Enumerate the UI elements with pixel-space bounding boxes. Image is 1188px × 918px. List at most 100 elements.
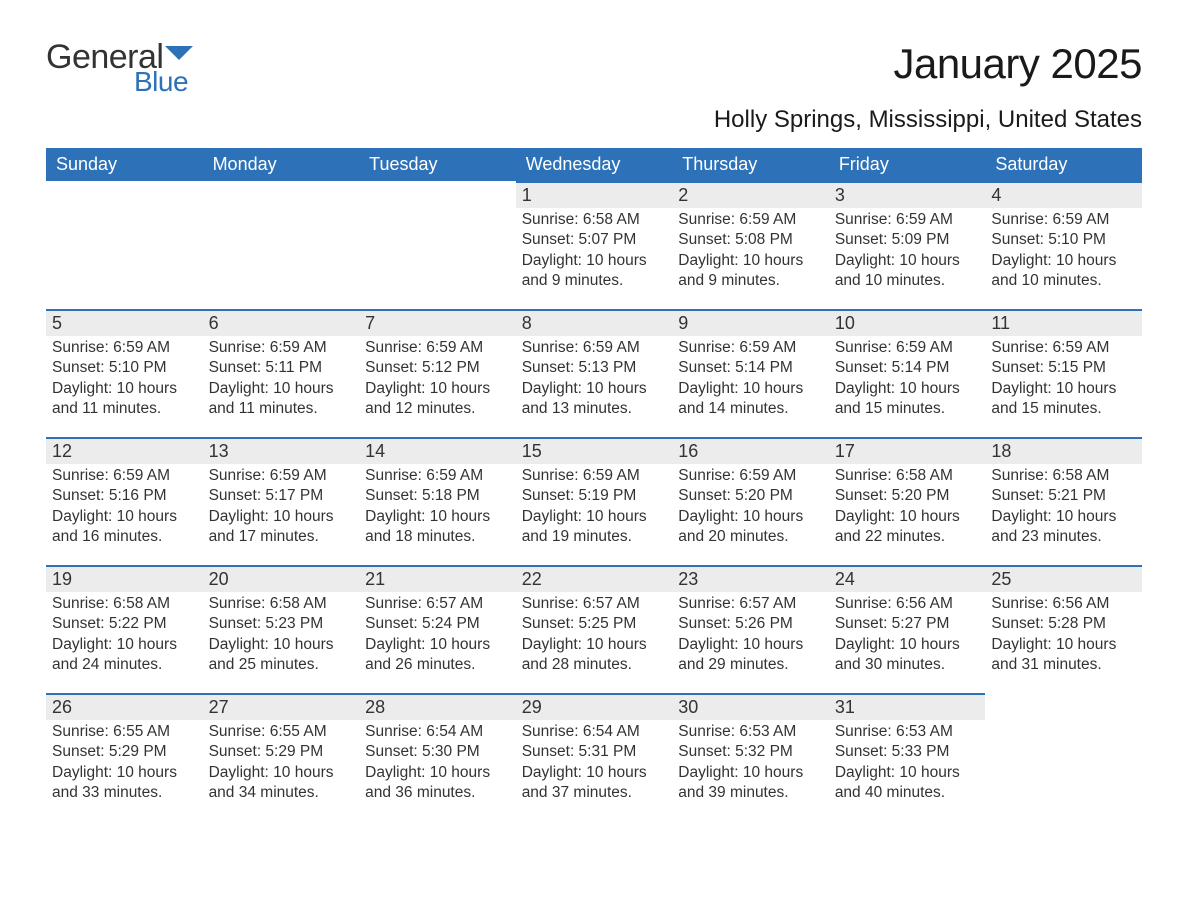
daylight-line: Daylight: 10 hours and 11 minutes.	[209, 379, 354, 420]
daylight-line: Daylight: 10 hours and 31 minutes.	[991, 635, 1136, 676]
sunrise-line-label: Sunrise:	[52, 467, 109, 484]
daylight-line: Daylight: 10 hours and 24 minutes.	[52, 635, 197, 676]
sunrise-line: Sunrise: 6:59 AM	[678, 338, 823, 358]
sunset-line-label: Sunset:	[52, 615, 105, 632]
sunset-line-label: Sunset:	[522, 615, 575, 632]
calendar-day-cell: 10Sunrise: 6:59 AMSunset: 5:14 PMDayligh…	[829, 309, 986, 437]
daylight-line-label: Daylight:	[835, 380, 895, 397]
sunrise-line-label: Sunrise:	[835, 467, 892, 484]
sunrise-line-value: 6:53 AM	[735, 723, 796, 740]
daylight-line: Daylight: 10 hours and 16 minutes.	[52, 507, 197, 548]
sunset-line: Sunset: 5:28 PM	[991, 614, 1136, 634]
sunset-line: Sunset: 5:29 PM	[209, 742, 354, 762]
day-number: 19	[46, 565, 203, 592]
sunset-line: Sunset: 5:31 PM	[522, 742, 667, 762]
calendar-day-cell: 17Sunrise: 6:58 AMSunset: 5:20 PMDayligh…	[829, 437, 986, 565]
daylight-line-label: Daylight:	[835, 636, 895, 653]
sunrise-line-label: Sunrise:	[365, 595, 422, 612]
daylight-line: Daylight: 10 hours and 10 minutes.	[835, 251, 980, 292]
sunset-line-label: Sunset:	[522, 359, 575, 376]
day-number	[359, 181, 516, 208]
sunrise-line-label: Sunrise:	[365, 723, 422, 740]
sunset-line-label: Sunset:	[991, 231, 1044, 248]
sunset-line-value: 5:29 PM	[105, 743, 167, 760]
sunrise-line-label: Sunrise:	[522, 723, 579, 740]
sunrise-line: Sunrise: 6:57 AM	[365, 594, 510, 614]
sunrise-line-value: 6:55 AM	[265, 723, 326, 740]
day-number: 14	[359, 437, 516, 464]
calendar-day-cell: 21Sunrise: 6:57 AMSunset: 5:24 PMDayligh…	[359, 565, 516, 693]
daylight-line-label: Daylight:	[365, 764, 425, 781]
sunrise-line: Sunrise: 6:55 AM	[209, 722, 354, 742]
day-details: Sunrise: 6:59 AMSunset: 5:16 PMDaylight:…	[46, 464, 203, 552]
sunrise-line-label: Sunrise:	[522, 339, 579, 356]
sunset-line-value: 5:33 PM	[887, 743, 949, 760]
sunset-line: Sunset: 5:09 PM	[835, 230, 980, 250]
daylight-line: Daylight: 10 hours and 26 minutes.	[365, 635, 510, 676]
sunset-line: Sunset: 5:27 PM	[835, 614, 980, 634]
day-details: Sunrise: 6:59 AMSunset: 5:09 PMDaylight:…	[829, 208, 986, 296]
location-subtitle: Holly Springs, Mississippi, United State…	[46, 106, 1142, 134]
sunrise-line-label: Sunrise:	[678, 211, 735, 228]
sunrise-line: Sunrise: 6:59 AM	[991, 338, 1136, 358]
sunset-line-label: Sunset:	[835, 359, 888, 376]
calendar-day-cell: 7Sunrise: 6:59 AMSunset: 5:12 PMDaylight…	[359, 309, 516, 437]
calendar-day-cell: 6Sunrise: 6:59 AMSunset: 5:11 PMDaylight…	[203, 309, 360, 437]
page-header: General Blue January 2025	[46, 40, 1142, 96]
sunset-line-value: 5:13 PM	[574, 359, 636, 376]
sunset-line-value: 5:15 PM	[1044, 359, 1106, 376]
sunset-line: Sunset: 5:24 PM	[365, 614, 510, 634]
sunrise-line: Sunrise: 6:59 AM	[678, 210, 823, 230]
day-details: Sunrise: 6:55 AMSunset: 5:29 PMDaylight:…	[203, 720, 360, 808]
day-number: 2	[672, 181, 829, 208]
calendar-week-row: 19Sunrise: 6:58 AMSunset: 5:22 PMDayligh…	[46, 565, 1142, 693]
sunset-line-value: 5:18 PM	[418, 487, 480, 504]
weekday-header: Monday	[203, 148, 360, 181]
daylight-line: Daylight: 10 hours and 33 minutes.	[52, 763, 197, 804]
day-details: Sunrise: 6:59 AMSunset: 5:14 PMDaylight:…	[829, 336, 986, 424]
sunrise-line-label: Sunrise:	[522, 467, 579, 484]
day-number: 16	[672, 437, 829, 464]
day-details: Sunrise: 6:59 AMSunset: 5:15 PMDaylight:…	[985, 336, 1142, 424]
calendar-day-cell: 29Sunrise: 6:54 AMSunset: 5:31 PMDayligh…	[516, 693, 673, 821]
sunrise-line-label: Sunrise:	[991, 467, 1048, 484]
sunset-line-label: Sunset:	[209, 487, 262, 504]
sunrise-line-label: Sunrise:	[522, 595, 579, 612]
calendar-day-cell: 15Sunrise: 6:59 AMSunset: 5:19 PMDayligh…	[516, 437, 673, 565]
daylight-line: Daylight: 10 hours and 10 minutes.	[991, 251, 1136, 292]
daylight-line: Daylight: 10 hours and 23 minutes.	[991, 507, 1136, 548]
daylight-line-label: Daylight:	[991, 636, 1051, 653]
daylight-line-label: Daylight:	[678, 508, 738, 525]
day-details: Sunrise: 6:59 AMSunset: 5:08 PMDaylight:…	[672, 208, 829, 296]
sunrise-line-label: Sunrise:	[52, 339, 109, 356]
weekday-header: Friday	[829, 148, 986, 181]
day-number: 15	[516, 437, 673, 464]
sunset-line-label: Sunset:	[365, 615, 418, 632]
day-details: Sunrise: 6:59 AMSunset: 5:18 PMDaylight:…	[359, 464, 516, 552]
sunrise-line-label: Sunrise:	[365, 339, 422, 356]
sunrise-line-value: 6:59 AM	[109, 467, 170, 484]
sunset-line: Sunset: 5:15 PM	[991, 358, 1136, 378]
daylight-line: Daylight: 10 hours and 17 minutes.	[209, 507, 354, 548]
day-number: 18	[985, 437, 1142, 464]
calendar-body: 1Sunrise: 6:58 AMSunset: 5:07 PMDaylight…	[46, 181, 1142, 821]
calendar-week-row: 12Sunrise: 6:59 AMSunset: 5:16 PMDayligh…	[46, 437, 1142, 565]
sunset-line-label: Sunset:	[52, 487, 105, 504]
day-details: Sunrise: 6:57 AMSunset: 5:24 PMDaylight:…	[359, 592, 516, 680]
sunset-line-label: Sunset:	[52, 743, 105, 760]
daylight-line-label: Daylight:	[522, 636, 582, 653]
sunrise-line-label: Sunrise:	[209, 339, 266, 356]
calendar-day-cell: 19Sunrise: 6:58 AMSunset: 5:22 PMDayligh…	[46, 565, 203, 693]
sunrise-line: Sunrise: 6:59 AM	[835, 338, 980, 358]
sunset-line-value: 5:29 PM	[261, 743, 323, 760]
sunrise-line: Sunrise: 6:59 AM	[52, 338, 197, 358]
sunset-line-value: 5:07 PM	[574, 231, 636, 248]
sunset-line-value: 5:19 PM	[574, 487, 636, 504]
sunrise-line: Sunrise: 6:59 AM	[522, 338, 667, 358]
calendar-empty-cell	[359, 181, 516, 309]
daylight-line-label: Daylight:	[678, 252, 738, 269]
calendar-day-cell: 4Sunrise: 6:59 AMSunset: 5:10 PMDaylight…	[985, 181, 1142, 309]
calendar-week-row: 26Sunrise: 6:55 AMSunset: 5:29 PMDayligh…	[46, 693, 1142, 821]
day-number: 28	[359, 693, 516, 720]
sunset-line-value: 5:25 PM	[574, 615, 636, 632]
